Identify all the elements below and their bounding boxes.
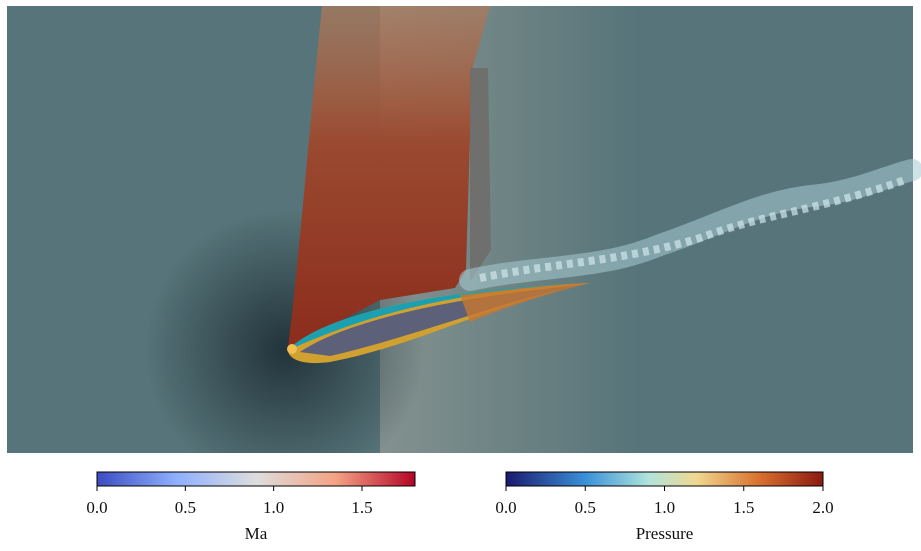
tick-label: 1.5 xyxy=(733,498,754,517)
colorbar-pressure xyxy=(505,471,824,487)
tick-label: 0.5 xyxy=(575,498,596,517)
colorbar-label: Ma xyxy=(245,524,268,543)
colorbar-label: Pressure xyxy=(636,524,694,543)
tick-label: 1.5 xyxy=(351,498,372,517)
colorbars xyxy=(96,471,824,487)
tick-label: 1.0 xyxy=(263,498,284,517)
tick-label: 1.0 xyxy=(654,498,675,517)
tick-label: 0.0 xyxy=(86,498,107,517)
tick-label: 0.0 xyxy=(495,498,516,517)
colorbar-ma xyxy=(96,471,416,487)
tick-label: 0.5 xyxy=(175,498,196,517)
tick-label: 2.0 xyxy=(812,498,833,517)
flow-field xyxy=(7,6,921,453)
